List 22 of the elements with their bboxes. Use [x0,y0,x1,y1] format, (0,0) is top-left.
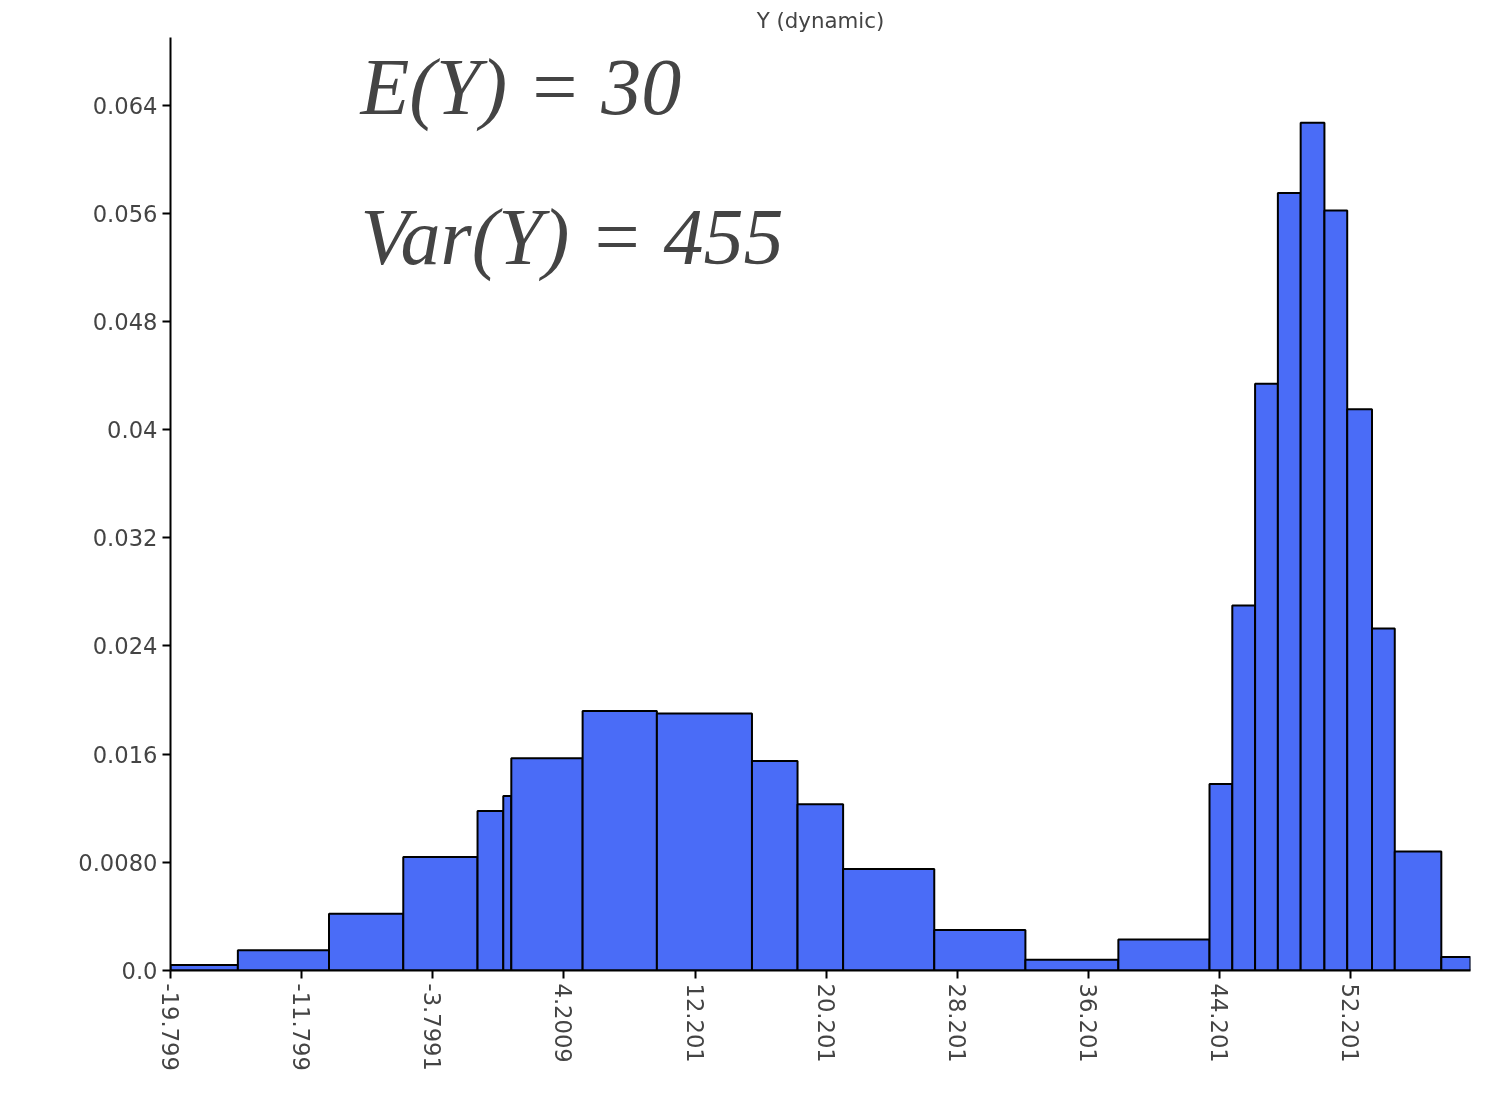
x-tick-label: 12.201 [681,983,708,1063]
x-tick-label: -11.799 [288,983,315,1071]
chart-title: Y (dynamic) [755,7,885,33]
x-tick-label: 28.201 [943,983,970,1063]
annotation: Var(Y) = 455 [360,192,784,282]
y-tick-label: 0.016 [92,741,158,768]
x-tick-label: 36.201 [1075,983,1102,1063]
x-tick-label: 20.201 [812,983,839,1063]
annotation: E(Y) = 30 [359,42,682,132]
y-tick-label: 0.032 [92,525,158,552]
x-tick-label: 52.201 [1337,983,1364,1063]
x-tick-label: 44.201 [1206,983,1233,1063]
y-tick-label: 0.0 [121,958,158,984]
x-tick-label: -19.799 [157,983,183,1071]
y-tick-label: 0.0080 [78,849,158,876]
x-tick-label: 4.2009 [550,983,577,1063]
y-tick-label: 0.048 [92,308,158,335]
y-tick-label: 0.024 [92,633,158,660]
y-tick-label: 0.056 [92,200,158,227]
y-tick-label: 0.064 [92,92,158,119]
y-tick-label: 0.04 [107,417,158,444]
x-tick-label: -3.7991 [419,983,446,1071]
